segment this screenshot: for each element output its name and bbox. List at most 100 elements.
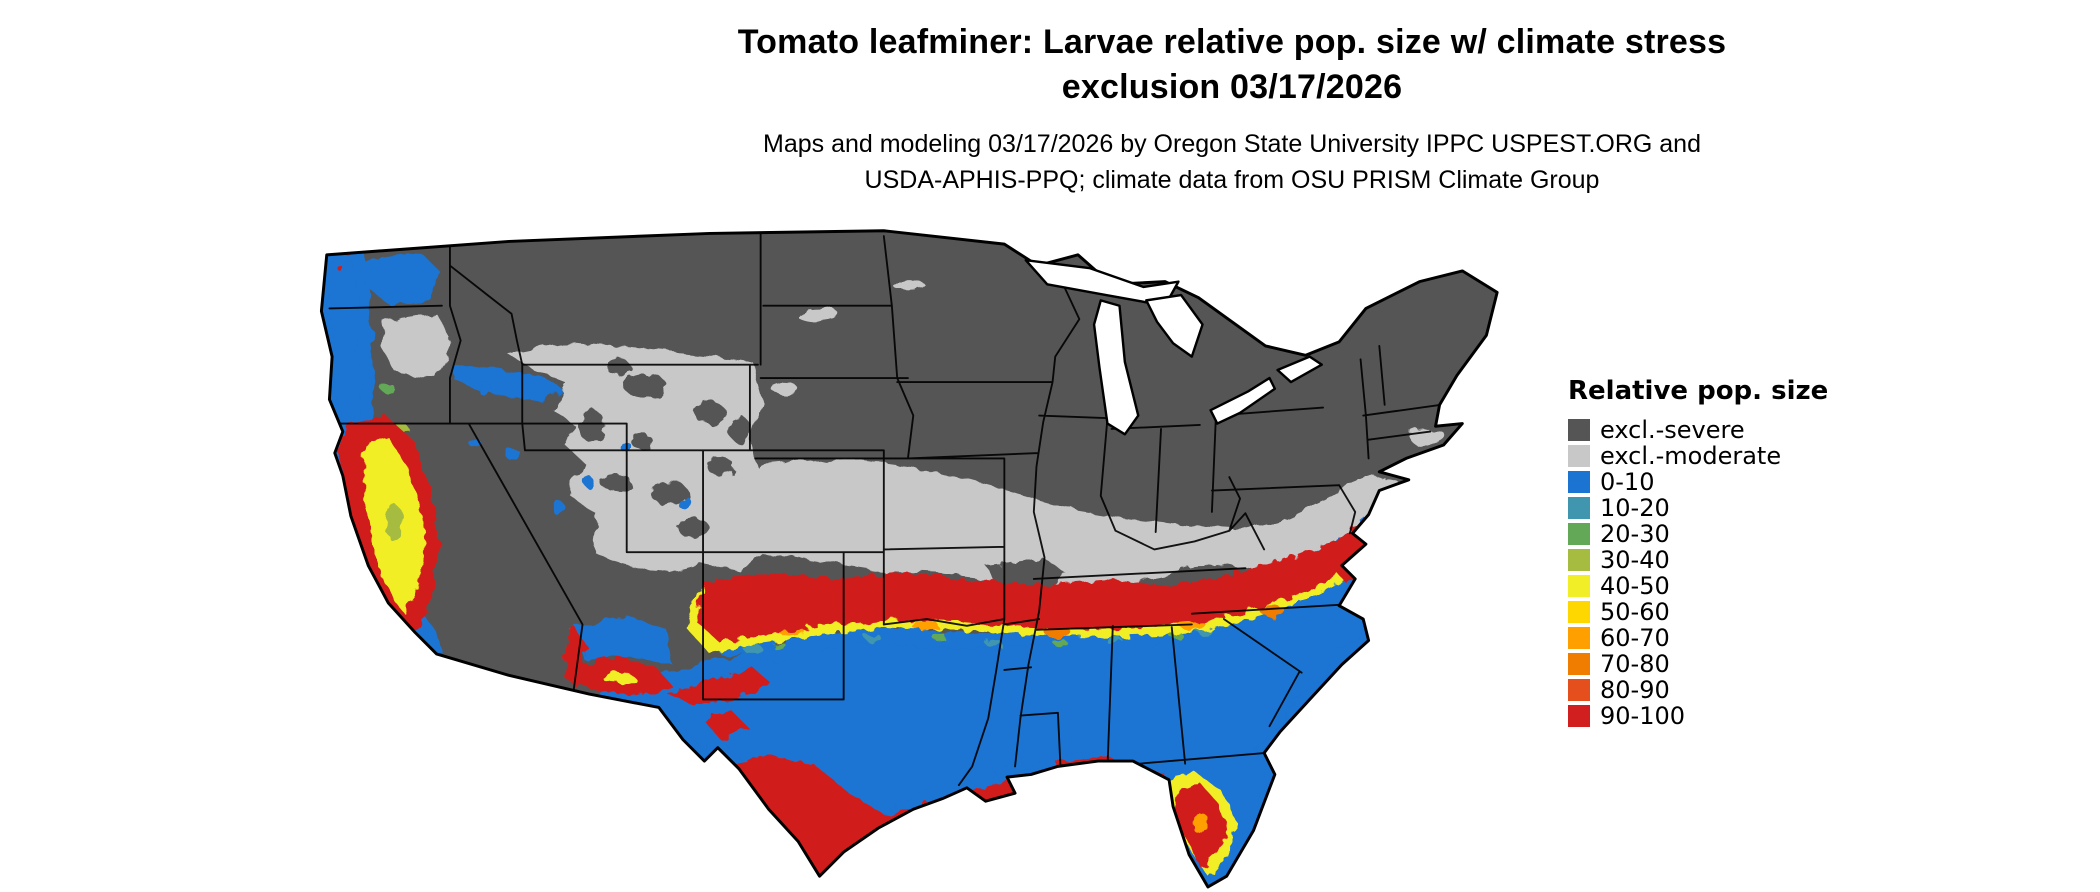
legend-swatch xyxy=(1568,627,1590,649)
blue-eastern-wa xyxy=(364,252,440,306)
legend-swatch xyxy=(1568,523,1590,545)
legend-label: 80-90 xyxy=(1600,676,1670,704)
regions-dark-mottle xyxy=(519,359,1227,593)
map-regions xyxy=(321,230,1498,887)
dark-speckle xyxy=(606,359,631,376)
teal-speck xyxy=(865,633,882,642)
legend-item: 20-30 xyxy=(1568,520,1888,548)
map-title-line1: Tomato leafminer: Larvae relative pop. s… xyxy=(737,23,1727,61)
dark-speckle xyxy=(599,474,633,491)
legend-item: excl.-severe xyxy=(1568,416,1888,444)
legend-swatch xyxy=(1568,705,1590,727)
map-title-line2: exclusion 03/17/2026 xyxy=(1061,68,1403,106)
blue-speck xyxy=(504,446,519,460)
dark-speckle xyxy=(578,410,606,443)
state-borders-plains xyxy=(754,235,1247,787)
us-risk-map xyxy=(308,228,1540,891)
title-block: Tomato leafminer: Larvae relative pop. s… xyxy=(332,20,2100,198)
dark-speckle xyxy=(624,374,667,399)
legend-swatch xyxy=(1568,549,1590,571)
orange-florida xyxy=(1193,810,1207,835)
legend-label: 60-70 xyxy=(1600,624,1670,652)
legend-swatch xyxy=(1568,601,1590,623)
dark-speckle xyxy=(693,402,726,424)
red-transpecos xyxy=(666,667,772,705)
red-south-texas xyxy=(733,755,938,877)
legend-label: 0-10 xyxy=(1600,468,1655,496)
legend-label: 90-100 xyxy=(1600,702,1686,730)
lake-ontario xyxy=(1276,355,1323,384)
red-speck xyxy=(337,265,343,271)
red-big-bend xyxy=(704,710,748,740)
blue-speck xyxy=(583,477,595,488)
lake-superior xyxy=(1024,258,1180,307)
map-subtitle-line1: Maps and modeling 03/17/2026 by Oregon S… xyxy=(763,130,1701,158)
regions-excl-moderate xyxy=(374,260,1447,590)
legend-item: 30-40 xyxy=(1568,546,1888,574)
gray-central-or xyxy=(380,313,453,379)
blue-speck xyxy=(678,497,693,511)
legend-swatch xyxy=(1568,653,1590,675)
us-map-svg xyxy=(319,229,1499,889)
legend-label: excl.-severe xyxy=(1600,416,1745,444)
subtitle-block: Maps and modeling 03/17/2026 by Oregon S… xyxy=(332,126,2100,198)
teal-speck xyxy=(1106,636,1123,645)
legend-item: 10-20 xyxy=(1568,494,1888,522)
legend-label: 10-20 xyxy=(1600,494,1670,522)
gray-mountain-west xyxy=(508,341,764,574)
gray-nebraska-speckle xyxy=(771,383,799,395)
legend-label: excl.-moderate xyxy=(1600,442,1782,470)
green-speck xyxy=(1053,639,1068,648)
legend-item: 70-80 xyxy=(1568,650,1888,678)
legend-item: 80-90 xyxy=(1568,676,1888,704)
legend-swatch xyxy=(1568,419,1590,441)
map-subtitle-line2: USDA-APHIS-PPQ; climate data from OSU PR… xyxy=(864,166,1600,194)
regions-accents xyxy=(364,436,1207,835)
legend-swatch xyxy=(1568,575,1590,597)
dark-speckle xyxy=(557,524,584,543)
great-lakes xyxy=(1024,258,1323,436)
legend-swatch xyxy=(1568,445,1590,467)
legend-label: 40-50 xyxy=(1600,572,1670,600)
dark-speckle xyxy=(707,457,734,476)
legend-label: 20-30 xyxy=(1600,520,1670,548)
dark-speckle xyxy=(728,415,750,443)
legend-label: 30-40 xyxy=(1600,546,1670,574)
red-main-band xyxy=(696,529,1372,644)
legend-label: 70-80 xyxy=(1600,650,1670,678)
lake-michigan xyxy=(1092,299,1140,436)
legend-item: 50-60 xyxy=(1568,598,1888,626)
dark-speckle xyxy=(677,518,710,538)
orange-fringe xyxy=(1260,605,1285,617)
legend-item: 60-70 xyxy=(1568,624,1888,652)
legend-title: Relative pop. size xyxy=(1568,376,1829,406)
state-borders-west xyxy=(328,232,885,701)
blue-arizona xyxy=(570,616,673,665)
legend-swatch xyxy=(1568,679,1590,701)
green-speck xyxy=(381,383,396,395)
blue-speck xyxy=(550,499,564,514)
legend-item: 90-100 xyxy=(1568,702,1888,730)
blue-snake-plain xyxy=(449,361,563,403)
green-speck xyxy=(772,641,787,650)
blue-speck xyxy=(478,382,492,396)
lake-erie xyxy=(1209,376,1277,425)
yellow-arizona xyxy=(602,672,635,684)
lake-huron xyxy=(1145,293,1204,358)
dark-speckle xyxy=(632,434,654,451)
legend-item: excl.-moderate xyxy=(1568,442,1888,470)
gray-central-band xyxy=(693,458,1391,590)
green-valley-core xyxy=(385,503,402,542)
legend-label: 50-60 xyxy=(1600,598,1670,626)
legend-item: 40-50 xyxy=(1568,572,1888,600)
legend: Relative pop. size excl.-severe excl.-mod… xyxy=(1568,376,1888,731)
legend-swatch xyxy=(1568,471,1590,493)
orange-fringe xyxy=(910,619,938,630)
legend-swatch xyxy=(1568,497,1590,519)
teal-speck xyxy=(985,639,1002,648)
gray-dakota-speckle xyxy=(795,307,839,321)
dark-speckle xyxy=(650,481,689,506)
legend-items: excl.-severe excl.-moderate 0-10 10-20 20-30… xyxy=(1568,416,1888,730)
gray-dakota-speckle2 xyxy=(894,281,927,293)
